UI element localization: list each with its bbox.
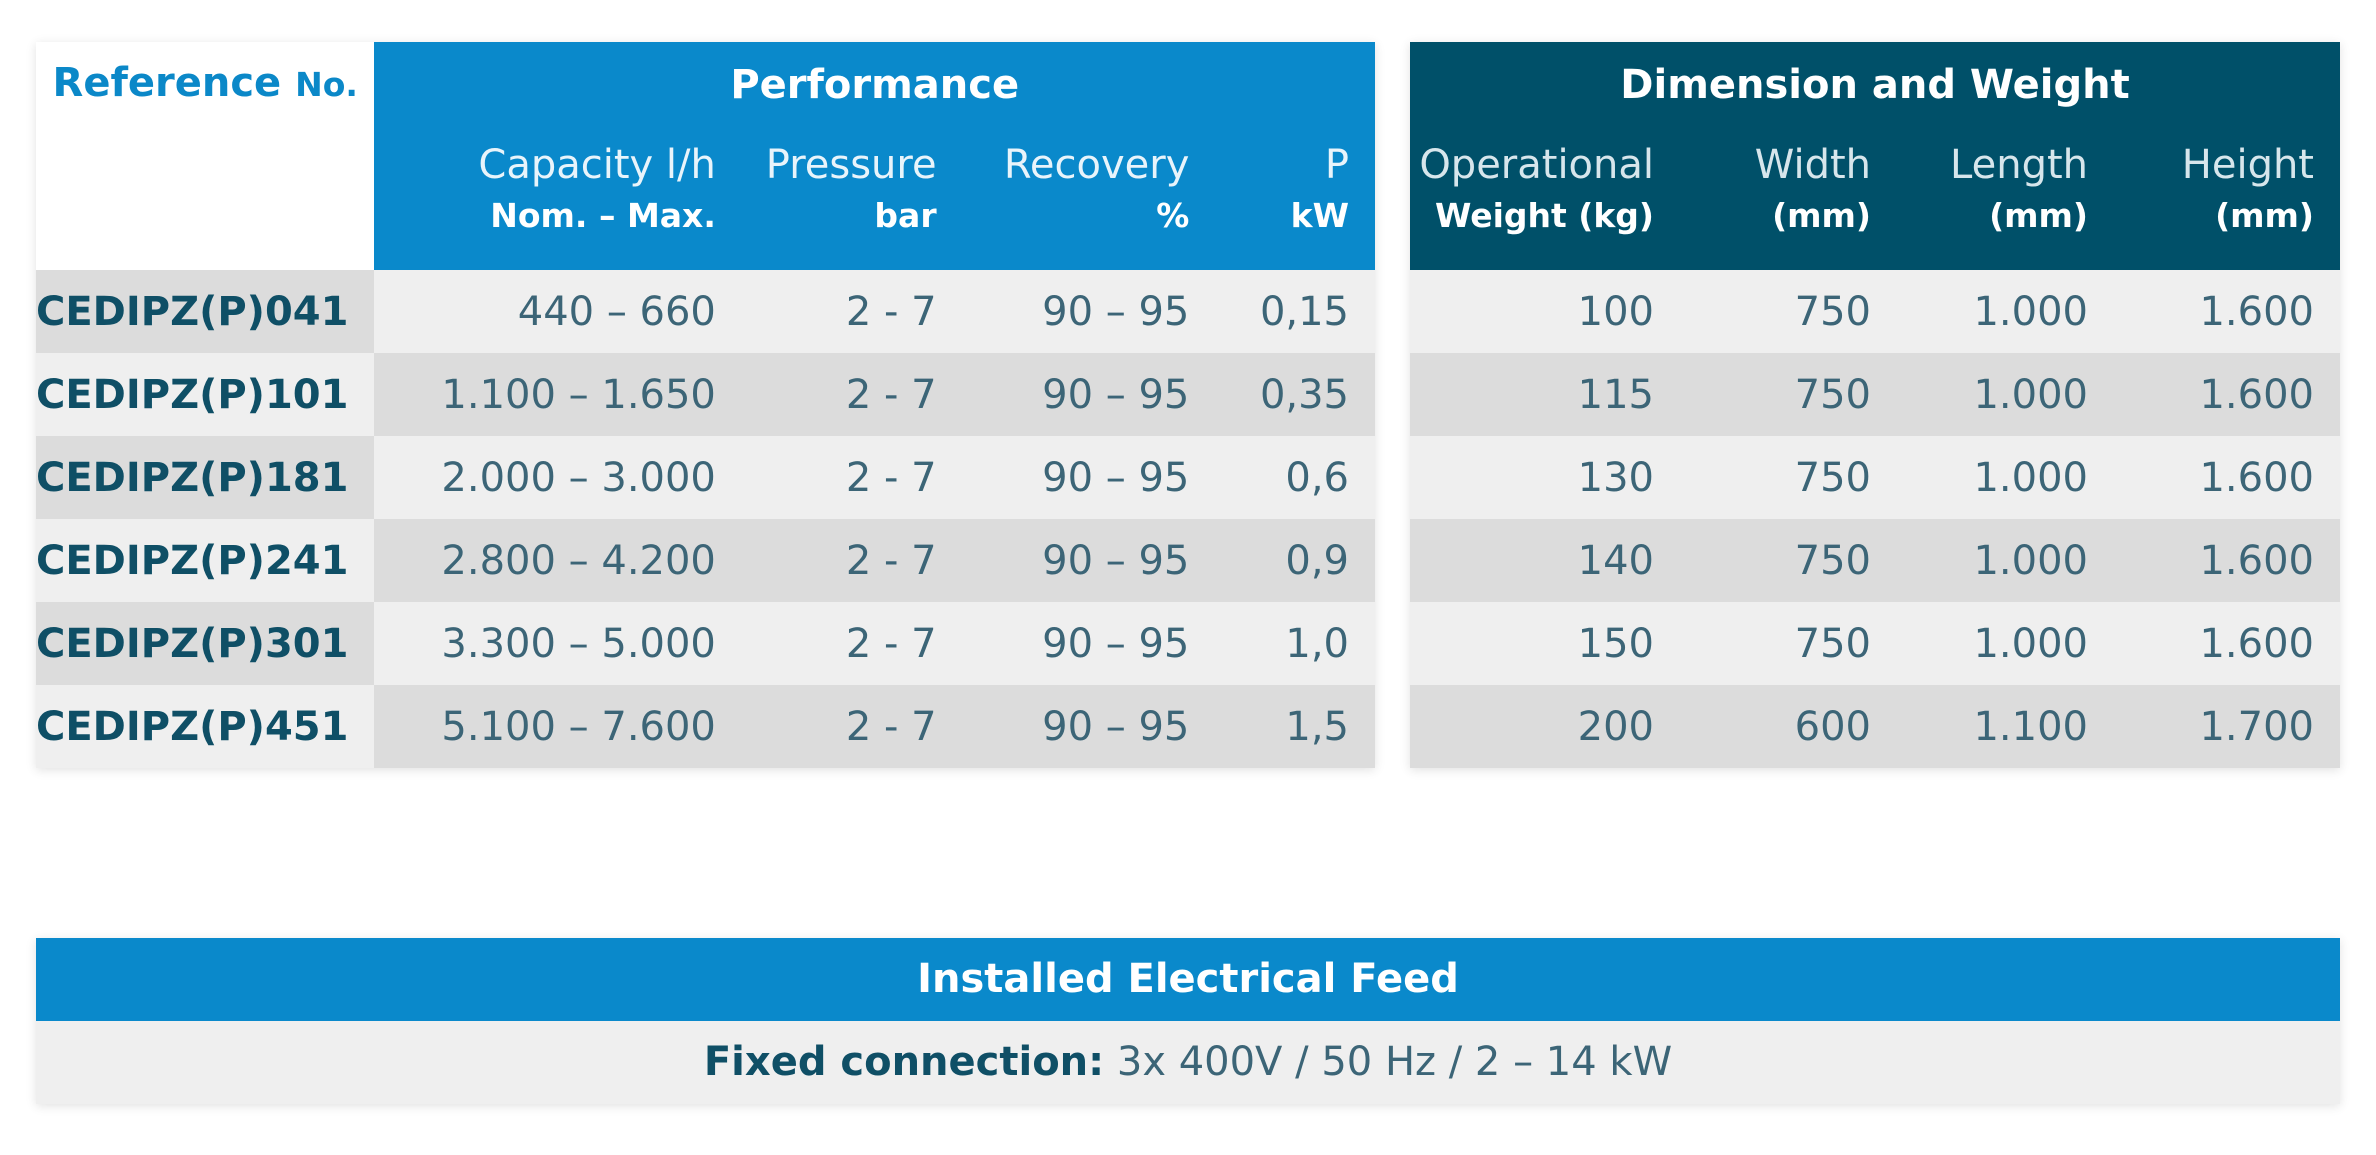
pressure-cell: 2 - 7 bbox=[741, 353, 963, 436]
capacity-cell: 440 – 660 bbox=[374, 270, 742, 353]
pressure-cell: 2 - 7 bbox=[741, 270, 963, 353]
width-cell: 750 bbox=[1680, 436, 1897, 519]
col-pressure-header: Pressure bbox=[741, 128, 963, 188]
performance-table-card: Reference No. Performance Capacity l/h P… bbox=[36, 42, 1375, 768]
capacity-cell: 5.100 – 7.600 bbox=[374, 685, 742, 768]
height-cell: 1.600 bbox=[2114, 353, 2340, 436]
pressure-cell: 2 - 7 bbox=[741, 602, 963, 685]
height-cell: 1.700 bbox=[2114, 685, 2340, 768]
capacity-cell: 1.100 – 1.650 bbox=[374, 353, 742, 436]
col-length-unit: (mm) bbox=[1897, 188, 2114, 270]
col-capacity-header: Capacity l/h bbox=[374, 128, 742, 188]
fixed-connection-label: Fixed connection: bbox=[703, 1039, 1105, 1085]
width-cell: 750 bbox=[1680, 519, 1897, 602]
reference-cell: CEDIPZ(P)101 bbox=[36, 353, 375, 436]
reference-cell: CEDIPZ(P)241 bbox=[36, 519, 375, 602]
recovery-cell: 90 – 95 bbox=[962, 685, 1216, 768]
electrical-feed-card: Installed Electrical Feed Fixed connecti… bbox=[36, 938, 2340, 1104]
height-cell: 1.600 bbox=[2114, 436, 2340, 519]
dimension-table-card: Dimension and Weight Operational Width L… bbox=[1410, 42, 2340, 768]
table-row: CEDIPZ(P)451 5.100 – 7.600 2 - 7 90 – 95… bbox=[36, 685, 1375, 768]
weight-cell: 100 bbox=[1410, 270, 1680, 353]
table-row: 130 750 1.000 1.600 bbox=[1410, 436, 2340, 519]
power-cell: 1,0 bbox=[1215, 602, 1375, 685]
table-row: CEDIPZ(P)181 2.000 – 3.000 2 - 7 90 – 95… bbox=[36, 436, 1375, 519]
table-row: 200 600 1.100 1.700 bbox=[1410, 685, 2340, 768]
col-width-header: Width bbox=[1680, 128, 1897, 188]
power-cell: 0,35 bbox=[1215, 353, 1375, 436]
power-cell: 0,9 bbox=[1215, 519, 1375, 602]
capacity-cell: 3.300 – 5.000 bbox=[374, 602, 742, 685]
performance-group-title: Performance bbox=[374, 42, 1375, 128]
length-cell: 1.000 bbox=[1897, 602, 2114, 685]
col-weight-header: Operational bbox=[1410, 128, 1680, 188]
col-power-unit: kW bbox=[1215, 188, 1375, 270]
table-row: CEDIPZ(P)101 1.100 – 1.650 2 - 7 90 – 95… bbox=[36, 353, 1375, 436]
pressure-cell: 2 - 7 bbox=[741, 436, 963, 519]
dimension-group-title: Dimension and Weight bbox=[1410, 42, 2340, 128]
width-cell: 750 bbox=[1680, 353, 1897, 436]
col-length-header: Length bbox=[1897, 128, 2114, 188]
table-row: CEDIPZ(P)241 2.800 – 4.200 2 - 7 90 – 95… bbox=[36, 519, 1375, 602]
capacity-cell: 2.800 – 4.200 bbox=[374, 519, 742, 602]
recovery-cell: 90 – 95 bbox=[962, 353, 1216, 436]
table-row: 115 750 1.000 1.600 bbox=[1410, 353, 2340, 436]
length-cell: 1.000 bbox=[1897, 519, 2114, 602]
col-height-header: Height bbox=[2114, 128, 2340, 188]
recovery-cell: 90 – 95 bbox=[962, 436, 1216, 519]
col-power-header: P bbox=[1215, 128, 1375, 188]
power-cell: 0,15 bbox=[1215, 270, 1375, 353]
col-capacity-unit: Nom. – Max. bbox=[374, 188, 742, 270]
width-cell: 600 bbox=[1680, 685, 1897, 768]
pressure-cell: 2 - 7 bbox=[741, 685, 963, 768]
weight-cell: 140 bbox=[1410, 519, 1680, 602]
weight-cell: 150 bbox=[1410, 602, 1680, 685]
recovery-cell: 90 – 95 bbox=[962, 519, 1216, 602]
reference-cell: CEDIPZ(P)301 bbox=[36, 602, 375, 685]
weight-cell: 130 bbox=[1410, 436, 1680, 519]
col-weight-unit: Weight (kg) bbox=[1410, 188, 1680, 270]
table-row: CEDIPZ(P)301 3.300 – 5.000 2 - 7 90 – 95… bbox=[36, 602, 1375, 685]
weight-cell: 200 bbox=[1410, 685, 1680, 768]
power-cell: 1,5 bbox=[1215, 685, 1375, 768]
col-recovery-header: Recovery bbox=[962, 128, 1216, 188]
height-cell: 1.600 bbox=[2114, 602, 2340, 685]
reference-no-label: No. bbox=[295, 65, 358, 104]
height-cell: 1.600 bbox=[2114, 519, 2340, 602]
dimension-table: Dimension and Weight Operational Width L… bbox=[1410, 42, 2340, 768]
recovery-cell: 90 – 95 bbox=[962, 270, 1216, 353]
reference-cell: CEDIPZ(P)181 bbox=[36, 436, 375, 519]
table-row: 100 750 1.000 1.600 bbox=[1410, 270, 2340, 353]
reference-cell: CEDIPZ(P)451 bbox=[36, 685, 375, 768]
length-cell: 1.000 bbox=[1897, 353, 2114, 436]
power-cell: 0,6 bbox=[1215, 436, 1375, 519]
length-cell: 1.000 bbox=[1897, 436, 2114, 519]
table-row: 140 750 1.000 1.600 bbox=[1410, 519, 2340, 602]
performance-table: Reference No. Performance Capacity l/h P… bbox=[36, 42, 1375, 768]
col-width-unit: (mm) bbox=[1680, 188, 1897, 270]
reference-label: Reference bbox=[52, 60, 282, 106]
col-recovery-unit: % bbox=[962, 188, 1216, 270]
table-row: CEDIPZ(P)041 440 – 660 2 - 7 90 – 95 0,1… bbox=[36, 270, 1375, 353]
weight-cell: 115 bbox=[1410, 353, 1680, 436]
height-cell: 1.600 bbox=[2114, 270, 2340, 353]
electrical-feed-title: Installed Electrical Feed bbox=[36, 938, 2340, 1021]
capacity-cell: 2.000 – 3.000 bbox=[374, 436, 742, 519]
electrical-feed-row: Fixed connection: 3x 400V / 50 Hz / 2 – … bbox=[36, 1021, 2340, 1104]
fixed-connection-value: 3x 400V / 50 Hz / 2 – 14 kW bbox=[1116, 1039, 1673, 1085]
reference-no-header: Reference No. bbox=[36, 42, 375, 270]
width-cell: 750 bbox=[1680, 270, 1897, 353]
width-cell: 750 bbox=[1680, 602, 1897, 685]
table-row: 150 750 1.000 1.600 bbox=[1410, 602, 2340, 685]
length-cell: 1.000 bbox=[1897, 270, 2114, 353]
pressure-cell: 2 - 7 bbox=[741, 519, 963, 602]
reference-cell: CEDIPZ(P)041 bbox=[36, 270, 375, 353]
col-pressure-unit: bar bbox=[741, 188, 963, 270]
col-height-unit: (mm) bbox=[2114, 188, 2340, 270]
recovery-cell: 90 – 95 bbox=[962, 602, 1216, 685]
length-cell: 1.100 bbox=[1897, 685, 2114, 768]
